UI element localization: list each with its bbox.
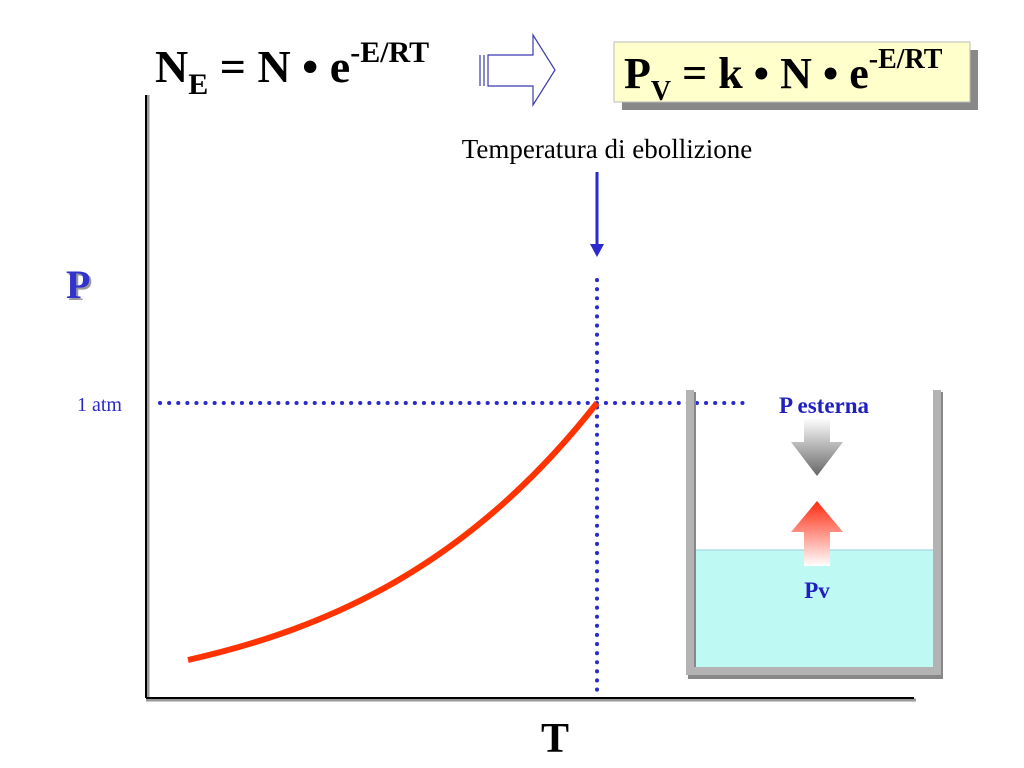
one-atm-label: 1 atm: [77, 394, 122, 416]
beaker: [686, 390, 943, 679]
formula-ne: NE = N • e-E/RT: [155, 36, 429, 101]
vapor-pressure-arrow-icon: [791, 501, 843, 566]
vapor-pressure-curve: [187, 401, 600, 663]
down-arrow-icon: [590, 172, 604, 257]
vapor-pressure-label: Pv: [804, 578, 830, 603]
water: [695, 550, 933, 668]
formula-box: [613, 41, 971, 103]
axes: [145, 95, 916, 702]
boiling-temperature-label: Temperatura di ebollizione: [462, 134, 753, 164]
external-pressure-label: P esterna: [779, 393, 870, 418]
external-pressure-arrow-icon: [791, 418, 843, 476]
y-axis-label: P: [66, 262, 90, 307]
x-axis-label: T: [541, 716, 569, 762]
implies-arrow-icon: [479, 32, 556, 108]
formula-pv: PV = k • N • e-E/RT: [624, 44, 943, 107]
